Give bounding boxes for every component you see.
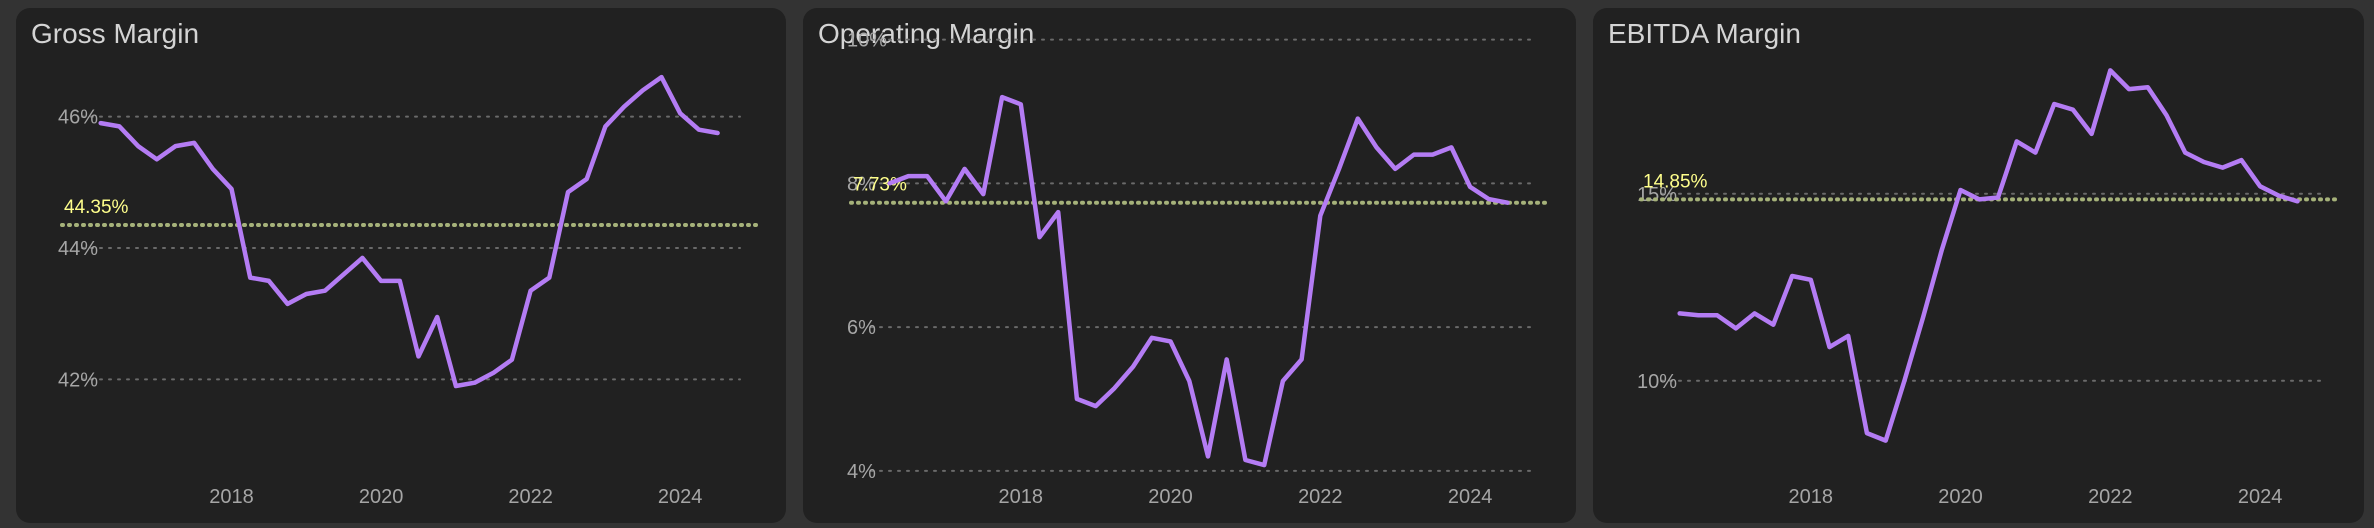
x-tick-label: 2022: [2088, 486, 2133, 508]
x-tick-label: 2022: [508, 486, 553, 508]
gross-margin-chart: 42% 44% 46% 2018 2020 2022 2024 44.35%: [58, 74, 762, 508]
x-tick-label: 2024: [658, 486, 703, 508]
average-label: 44.35%: [64, 197, 129, 218]
x-tick-label: 2020: [1938, 486, 1983, 508]
series-line: [98, 74, 720, 389]
y-tick-label: 8%: [847, 173, 876, 195]
y-tick-label: 10%: [1637, 371, 1677, 393]
y-tick-label: 10%: [847, 30, 887, 52]
series-line: [1677, 68, 2300, 443]
panel-title: Gross Margin: [31, 18, 200, 49]
gross-margin-panel: Gross Margin 42% 44% 46% 2018 2020 2022 2024 44…: [16, 8, 786, 523]
x-tick-label: 2018: [1789, 486, 1834, 508]
x-tick-label: 2020: [1148, 486, 1193, 508]
average-label: 14.85%: [1643, 171, 1708, 192]
y-tick-label: 44%: [58, 238, 98, 260]
y-tick-label: 4%: [847, 461, 876, 483]
x-tick-label: 2018: [209, 486, 254, 508]
x-tick-label: 2022: [1298, 486, 1343, 508]
x-tick-label: 2018: [999, 486, 1044, 508]
x-tick-label: 2024: [2238, 486, 2283, 508]
panel-title: Operating Margin: [818, 18, 1035, 49]
y-tick-label: 42%: [58, 369, 98, 391]
x-tick-label: 2020: [359, 486, 404, 508]
y-tick-label: 46%: [58, 107, 98, 129]
panel-title: EBITDA Margin: [1608, 18, 1801, 49]
x-tick-label: 2024: [1448, 486, 1493, 508]
operating-margin-panel: Operating Margin 4% 6% 8% 10% 2018 2020 2022 20…: [803, 8, 1576, 523]
y-tick-label: 6%: [847, 317, 876, 339]
ebitda-margin-panel: EBITDA Margin 10% 15% 2018 2020 2022 2024 14.8…: [1593, 8, 2364, 523]
series-line: [887, 94, 1510, 468]
